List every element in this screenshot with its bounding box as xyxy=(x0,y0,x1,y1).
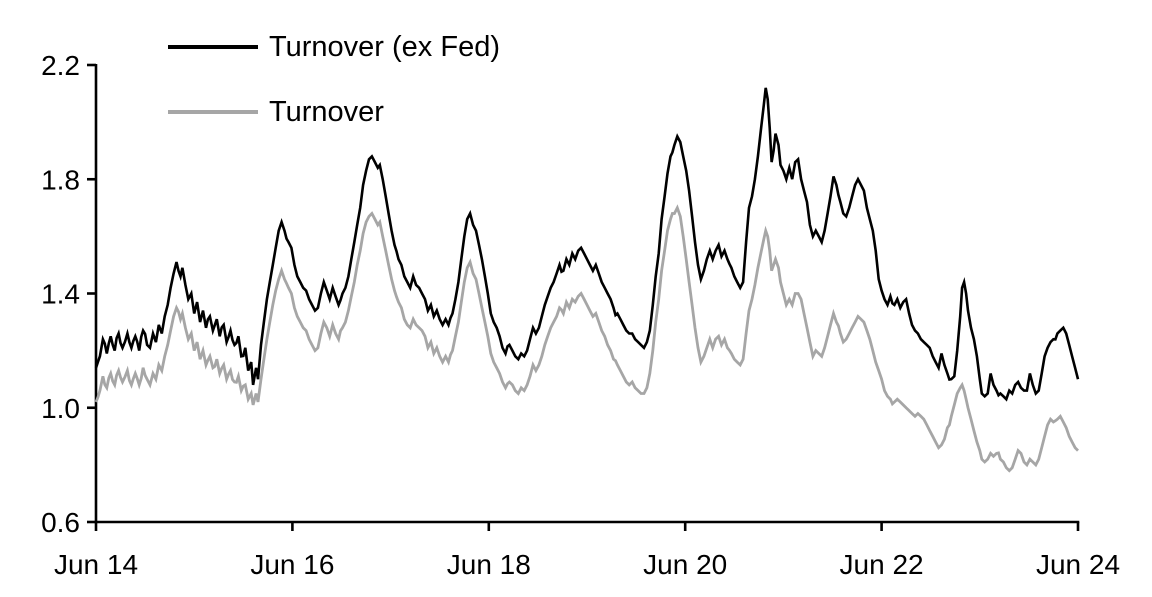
y-tick-label: 1.8 xyxy=(41,164,80,195)
x-tick-label: Jun 14 xyxy=(54,549,138,580)
x-tick-label: Jun 22 xyxy=(840,549,924,580)
series-lines xyxy=(94,87,1080,473)
legend-line-gray-icon xyxy=(168,110,258,114)
x-tick-label: Jun 18 xyxy=(447,549,531,580)
legend-label-turnover: Turnover xyxy=(269,95,384,128)
legend-label-turnover-ex-fed: Turnover (ex Fed) xyxy=(269,30,500,63)
series-line-turnover xyxy=(94,204,1079,473)
axis-tick-labels: 0.6 1.0 1.4 1.8 2.2 Jun 14 Jun 16 Jun 18 Jun 20 J… xyxy=(41,50,1120,580)
legend-line-black-icon xyxy=(168,45,258,49)
x-tick-label: Jun 16 xyxy=(250,549,334,580)
legend-item-turnover-ex-fed: Turnover (ex Fed) xyxy=(168,28,500,66)
y-tick-label: 1.0 xyxy=(41,393,80,424)
axes xyxy=(87,63,1080,531)
y-tick-label: 1.4 xyxy=(41,279,80,310)
x-tick-label: Jun 24 xyxy=(1036,549,1120,580)
legend: Turnover (ex Fed) Turnover xyxy=(168,28,500,158)
x-tick-label: Jun 20 xyxy=(643,549,727,580)
y-tick-label: 0.6 xyxy=(41,507,80,538)
series-line-turnover-ex-fed xyxy=(94,87,1080,402)
y-tick-label: 2.2 xyxy=(41,50,80,81)
legend-item-turnover: Turnover xyxy=(168,93,500,131)
